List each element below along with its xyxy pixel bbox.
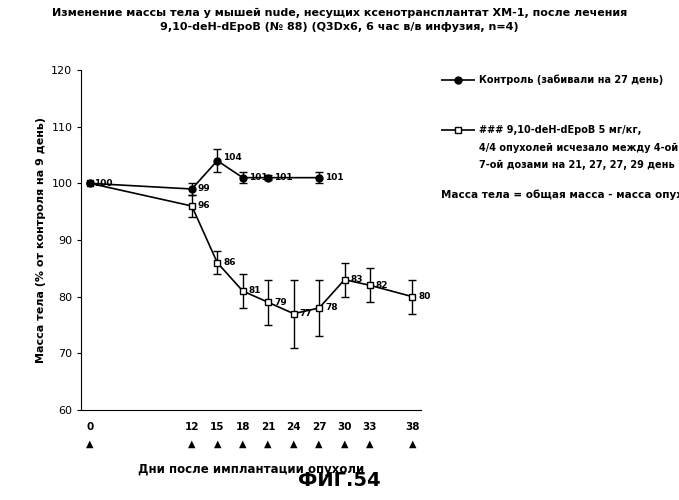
Text: 27: 27 — [312, 422, 327, 432]
Text: 12: 12 — [185, 422, 199, 432]
Text: ▲: ▲ — [239, 439, 246, 449]
Text: 7-ой дозами на 21, 27, 27, 29 день: 7-ой дозами на 21, 27, 27, 29 день — [479, 160, 674, 170]
Text: 79: 79 — [274, 298, 287, 307]
Text: 104: 104 — [223, 154, 242, 162]
Text: 101: 101 — [249, 173, 268, 182]
Text: ▲: ▲ — [264, 439, 272, 449]
Text: 0: 0 — [86, 422, 94, 432]
Text: Дни после имплантации опухоли: Дни после имплантации опухоли — [138, 462, 365, 475]
Text: ### 9,10-deH-dEpoB 5 мг/кг,: ### 9,10-deH-dEpoB 5 мг/кг, — [479, 125, 641, 135]
Text: 30: 30 — [337, 422, 352, 432]
Text: ▲: ▲ — [341, 439, 348, 449]
Text: 96: 96 — [198, 202, 210, 210]
Text: ▲: ▲ — [315, 439, 323, 449]
Text: 81: 81 — [249, 286, 261, 296]
Text: 78: 78 — [325, 304, 337, 312]
Text: 101: 101 — [274, 173, 293, 182]
Text: 82: 82 — [376, 281, 388, 290]
Text: 99: 99 — [198, 184, 210, 194]
Text: 80: 80 — [418, 292, 430, 301]
Text: ▲: ▲ — [86, 439, 94, 449]
Text: 18: 18 — [236, 422, 250, 432]
Text: 38: 38 — [405, 422, 420, 432]
Text: ▲: ▲ — [290, 439, 297, 449]
Text: Контроль (забивали на 27 день): Контроль (забивали на 27 день) — [479, 75, 663, 86]
Text: 86: 86 — [223, 258, 236, 267]
Text: 101: 101 — [325, 173, 344, 182]
Text: ФИГ.54: ФИГ.54 — [298, 471, 381, 490]
Text: 15: 15 — [210, 422, 225, 432]
Text: 24: 24 — [287, 422, 301, 432]
Text: 21: 21 — [261, 422, 276, 432]
Text: 83: 83 — [350, 275, 363, 284]
Text: 4/4 опухолей исчезало между 4-ой и: 4/4 опухолей исчезало между 4-ой и — [479, 142, 679, 152]
Text: Изменение массы тела у мышей nude, несущих ксенотрансплантат ХМ-1, после лечения: Изменение массы тела у мышей nude, несущ… — [52, 8, 627, 18]
Text: ▲: ▲ — [188, 439, 196, 449]
Text: 100: 100 — [94, 179, 113, 188]
Text: 9,10-deH-dEpoB (№ 88) (Q3Dx6, 6 час в/в инфузия, n=4): 9,10-deH-dEpoB (№ 88) (Q3Dx6, 6 час в/в … — [160, 22, 519, 32]
Text: ▲: ▲ — [366, 439, 374, 449]
Text: 77: 77 — [299, 309, 312, 318]
Text: ▲: ▲ — [213, 439, 221, 449]
Y-axis label: Масса тела (% от контроля на 9 день): Масса тела (% от контроля на 9 день) — [36, 117, 45, 363]
Text: ▲: ▲ — [409, 439, 416, 449]
Text: Масса тела = общая масса - масса опухоли: Масса тела = общая масса - масса опухоли — [441, 190, 679, 200]
Text: 33: 33 — [363, 422, 378, 432]
